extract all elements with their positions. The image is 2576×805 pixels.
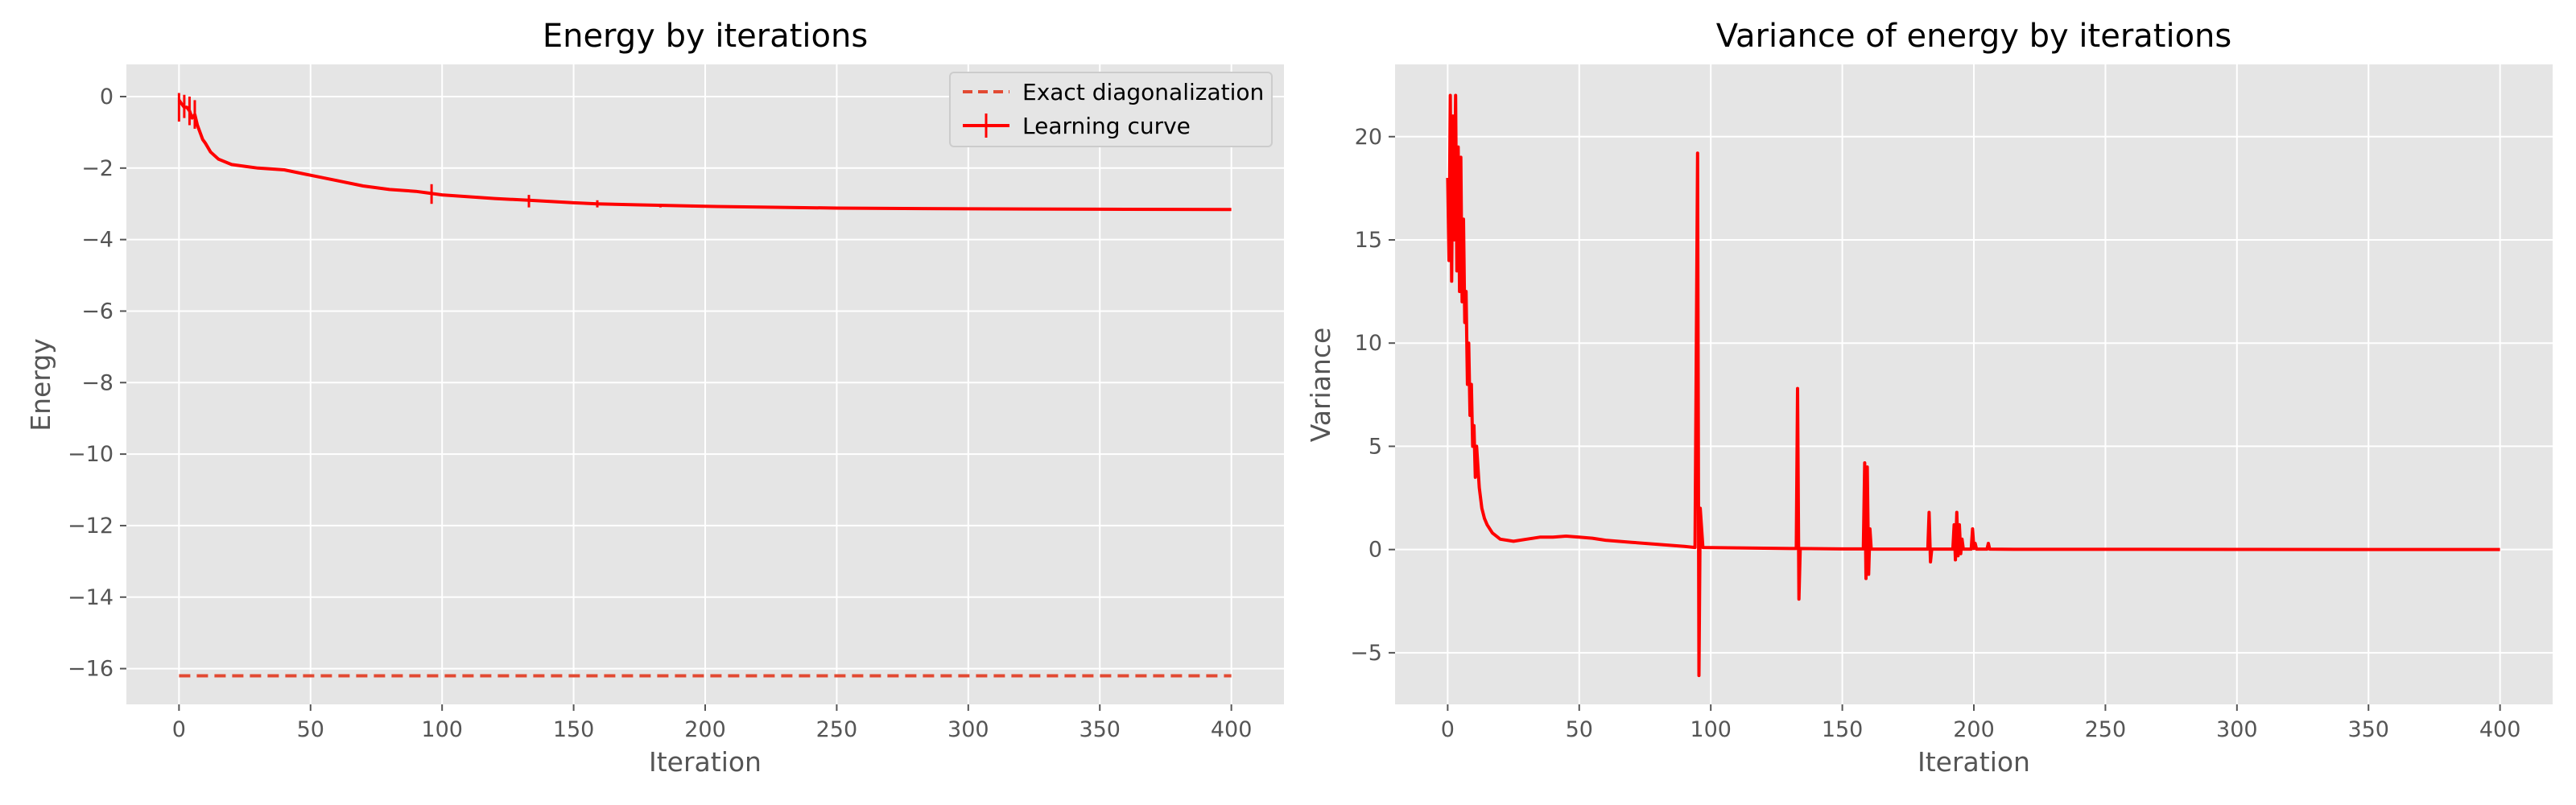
variance-grid: [1395, 64, 2553, 704]
variance-chart-panel: 0 50 100 150 200 250 300 350 400 −5 0 5 10 15 20 Varia…: [1305, 18, 2553, 778]
variance-series: [1446, 93, 2500, 678]
variance-x-tick-label: 150: [1822, 717, 1864, 742]
energy-y-tick-label: −8: [81, 370, 114, 395]
energy-x-tick-label: 200: [684, 717, 726, 742]
energy-series: [177, 93, 1232, 678]
variance-x-tick-label: 250: [2085, 717, 2127, 742]
variance-x-tick-label: 400: [2479, 717, 2521, 742]
energy-y-axis-label: Energy: [25, 338, 56, 431]
energy-x-tick-label: 100: [421, 717, 463, 742]
variance-series-line-0: [1446, 93, 2500, 678]
energy-y-tick-label: −12: [68, 514, 114, 539]
energy-x-tick-label: 350: [1079, 717, 1121, 742]
variance-y-tick-label: 5: [1368, 434, 1382, 459]
energy-x-tick-label: 250: [816, 717, 858, 742]
energy-x-tick-label: 400: [1211, 717, 1253, 742]
variance-y-tick-label: 15: [1355, 228, 1382, 253]
energy-y-tick-label: −2: [81, 156, 114, 181]
variance-y-tick-label: 20: [1355, 125, 1382, 150]
energy-legend: Exact diagonalization Learning curve: [949, 72, 1273, 147]
variance-x-tick-label: 0: [1441, 717, 1455, 742]
energy-chart-title: Energy by iterations: [543, 18, 868, 55]
variance-x-tick-label: 100: [1690, 717, 1732, 742]
variance-x-tick-label: 50: [1566, 717, 1593, 742]
variance-x-axis-label: Iteration: [1918, 746, 2030, 778]
variance-y-tick-label: 0: [1368, 538, 1382, 563]
energy-y-tick-label: −10: [68, 442, 114, 467]
energy-chart-panel: 0 50 100 150 200 250 300 350 400 0 −2 −4 −6 −8 −10 −12 −…: [25, 18, 1284, 778]
energy-y-tick-label: −14: [68, 585, 114, 610]
variance-x-tick-label: 200: [1953, 717, 1995, 742]
variance-x-tick-label: 350: [2347, 717, 2389, 742]
legend-learning-curve-label: Learning curve: [1022, 113, 1191, 139]
energy-y-tick-label: −16: [68, 657, 114, 682]
variance-x-tick-label: 300: [2216, 717, 2258, 742]
energy-x-tick-label: 300: [947, 717, 989, 742]
energy-x-tick-label: 50: [297, 717, 324, 742]
energy-y-tick-label: −6: [81, 299, 114, 324]
legend-exact-diagonalization-label: Exact diagonalization: [1022, 79, 1264, 105]
variance-y-tick-label: 10: [1355, 331, 1382, 356]
energy-y-tick-label: −4: [81, 228, 114, 253]
energy-series-line-learning-curve: [177, 99, 1232, 212]
energy-x-axis-label: Iteration: [649, 746, 762, 778]
variance-y-tick-label: −5: [1350, 641, 1382, 666]
legend-box: [949, 72, 1273, 147]
energy-y-tick-label: 0: [100, 85, 114, 109]
energy-x-tick-label: 150: [553, 717, 595, 742]
variance-chart-title: Variance of energy by iterations: [1716, 18, 2231, 55]
energy-x-tick-label: 0: [172, 717, 186, 742]
variance-y-axis-label: Variance: [1305, 328, 1336, 443]
energy-ticks: 0 50 100 150 200 250 300 350 400 0 −2 −4 −6 −8 −10 −12 −…: [68, 85, 1252, 742]
variance-ticks: 0 50 100 150 200 250 300 350 400 −5 0 5 10 15 20: [1350, 125, 2520, 742]
